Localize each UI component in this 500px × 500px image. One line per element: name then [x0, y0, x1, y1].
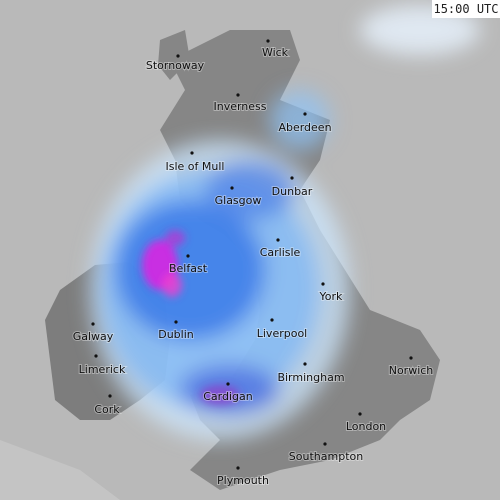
place-label: Southampton: [289, 450, 363, 463]
place-dot: [290, 176, 294, 180]
place-label: Stornoway: [146, 59, 205, 72]
place-dot: [174, 320, 178, 324]
place-dot: [226, 382, 230, 386]
place-dot: [236, 466, 240, 470]
place-label: Liverpool: [257, 327, 307, 340]
place-dot: [323, 442, 327, 446]
place-dot: [270, 318, 274, 322]
place-dot: [358, 412, 362, 416]
place-label: Cardigan: [203, 390, 253, 403]
place-dot: [230, 186, 234, 190]
place-label: Inverness: [213, 100, 266, 113]
place-label: Galway: [73, 330, 114, 343]
place-label: Carlisle: [260, 246, 301, 259]
land-hebrides: [158, 30, 190, 80]
place-label: York: [319, 290, 344, 303]
time-box: [432, 0, 500, 18]
place-dot: [409, 356, 413, 360]
places: Stornoway Wick Inverness Aberdeen Isle o…: [72, 39, 434, 488]
place-dot: [94, 354, 98, 358]
place-label: Glasgow: [215, 194, 262, 207]
place-dot: [321, 282, 325, 286]
place-dot: [276, 238, 280, 242]
place-label: Belfast: [169, 262, 208, 275]
place-dot: [186, 254, 190, 258]
place-label: Limerick: [79, 363, 126, 376]
place-label: London: [346, 420, 386, 433]
place-dot: [303, 112, 307, 116]
place-dot: [91, 322, 95, 326]
place-label: Wick: [262, 46, 289, 59]
place-label: Dunbar: [272, 185, 313, 198]
place-label: Norwich: [389, 364, 434, 377]
cloud: [0, 440, 120, 500]
place-label: Isle of Mull: [166, 160, 225, 173]
place-dot: [190, 151, 194, 155]
place-label: Birmingham: [277, 371, 344, 384]
place-dot: [176, 54, 180, 58]
place-dot: [108, 394, 112, 398]
radar-heavy: [142, 230, 240, 405]
place-label: Aberdeen: [278, 121, 331, 134]
time-label: 15:00 UTC: [433, 2, 498, 16]
place-label: Dublin: [158, 328, 194, 341]
place-dot: [236, 93, 240, 97]
place-dot: [266, 39, 270, 43]
place-label: Plymouth: [217, 474, 269, 487]
place-dot: [303, 362, 307, 366]
place-label: Cork: [94, 403, 120, 416]
